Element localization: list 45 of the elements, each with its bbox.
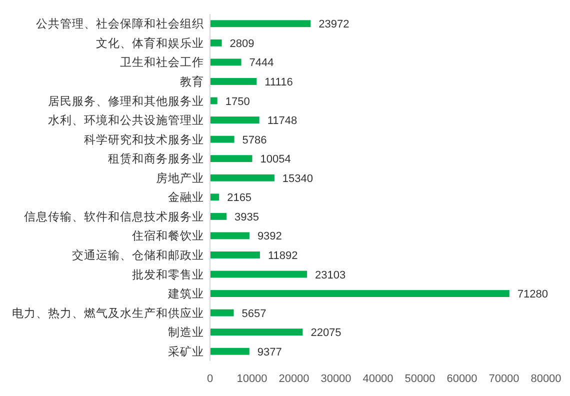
data-label: 23103 (315, 269, 346, 282)
category-label: 采矿业 (168, 346, 204, 358)
category-label: 卫生和社会工作 (120, 57, 204, 70)
category-label: 文化、体育和娱乐业 (96, 38, 204, 50)
data-label: 2165 (227, 192, 252, 204)
category-label: 制造业 (168, 327, 204, 340)
data-label: 10054 (260, 154, 291, 166)
tick-label: 50000 (404, 373, 436, 385)
tick-label: 10000 (236, 373, 268, 385)
data-label: 7444 (249, 57, 274, 70)
category-label: 建筑业 (168, 288, 204, 301)
tick-label: 40000 (362, 373, 394, 385)
category-label: 教育 (180, 76, 204, 88)
category-label: 交通运输、仓储和邮政业 (72, 250, 204, 262)
data-label: 1750 (225, 96, 250, 108)
data-label: 11748 (267, 115, 298, 128)
data-label: 15340 (282, 172, 314, 185)
category-label: 居民服务、修理和其他服务业 (48, 96, 204, 108)
category-label: 公共管理、社会保障和社会组织 (36, 18, 204, 31)
category-label: 信息传输、软件和信息技术服务业 (24, 211, 204, 224)
category-label: 水利、环境和公共设施管理业 (48, 115, 204, 128)
tick-label: 70000 (488, 373, 520, 385)
data-label: 11892 (268, 250, 298, 262)
data-label: 2809 (230, 38, 254, 50)
data-label: 71280 (517, 288, 548, 301)
data-label: 9392 (257, 230, 282, 243)
category-label: 金融业 (168, 192, 204, 204)
tick-label: 0 (206, 373, 214, 385)
category-label: 住宿和餐饮业 (132, 230, 204, 243)
category-label: 租赁和商务服务业 (108, 154, 204, 166)
category-label: 批发和零售业 (132, 269, 204, 282)
tick-label: 80000 (530, 373, 562, 385)
data-label: 5657 (242, 308, 266, 320)
tick-label: 60000 (446, 373, 478, 385)
data-label: 22075 (310, 327, 342, 340)
data-label: 9377 (257, 346, 282, 358)
data-label: 11116 (264, 76, 293, 88)
data-label: 5786 (242, 134, 267, 146)
category-label: 电力、热力、燃气及水生产和供应业 (12, 308, 204, 320)
data-label: 23972 (318, 18, 350, 31)
data-label: 3935 (234, 211, 259, 224)
tick-label: 20000 (278, 373, 310, 385)
tick-label: 30000 (320, 373, 352, 385)
category-label: 科学研究和技术服务业 (84, 134, 204, 146)
category-label: 房地产业 (156, 172, 204, 185)
